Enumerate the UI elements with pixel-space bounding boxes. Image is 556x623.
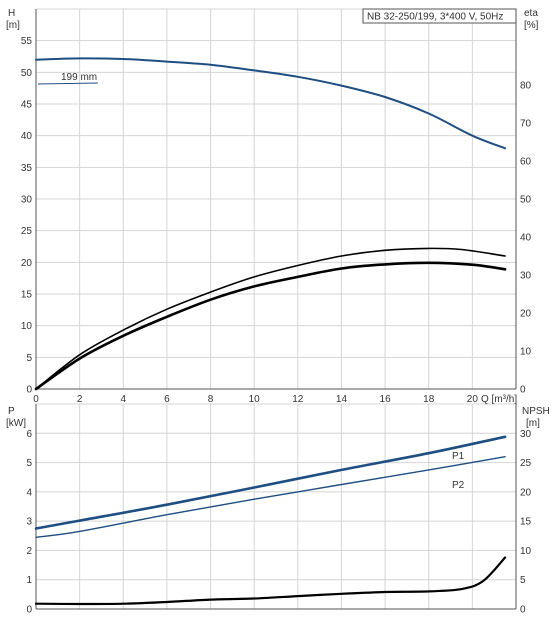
- y-right-tick-label: 10: [520, 546, 532, 557]
- y-left-tick-label: 6: [26, 429, 32, 440]
- y-right-tick-label: 0: [520, 605, 526, 616]
- chart-panel-2: [35, 403, 517, 610]
- x-tick-label: 0: [33, 394, 39, 405]
- y-right-axis-label: NPSH: [522, 406, 550, 417]
- y-left-tick-label: 0: [26, 385, 32, 396]
- x-tick-label: 18: [423, 394, 435, 405]
- x-tick-label: 20: [467, 394, 479, 405]
- x-tick-label: 10: [249, 394, 261, 405]
- y-left-tick-label: 2: [26, 546, 32, 557]
- series-label-199mm: 199 mm: [61, 72, 97, 83]
- y-right-tick-label: 40: [520, 233, 532, 244]
- y-right-tick-label: 70: [520, 119, 532, 130]
- y-right-axis-label: eta: [524, 8, 538, 19]
- y-right-tick-label: 20: [520, 487, 532, 498]
- x-tick-label: 2: [77, 394, 83, 405]
- title-box: [362, 8, 517, 24]
- y-left-tick-label: 45: [21, 100, 33, 111]
- y-left-tick-label: 40: [21, 131, 33, 142]
- efficiency-curve-lower: [34, 261, 507, 391]
- head-curve-199mm: [35, 57, 507, 150]
- y-left-axis-label: H: [8, 8, 15, 19]
- y-left-axis-label: P: [8, 406, 15, 417]
- series-label-leader: [37, 82, 99, 85]
- y-left-tick-label: 4: [26, 487, 32, 498]
- series-label-p1: P1: [452, 451, 465, 462]
- npsh-curve: [34, 556, 507, 606]
- y-left-tick-label: 35: [21, 163, 33, 174]
- y-right-tick-label: 20: [520, 309, 532, 320]
- y-left-tick-label: 0: [26, 605, 32, 616]
- x-tick-label: 14: [336, 394, 348, 405]
- y-left-axis-unit: [kW]: [6, 418, 26, 429]
- efficiency-curve-upper: [35, 247, 506, 390]
- y-left-tick-label: 55: [21, 36, 33, 47]
- y-right-tick-label: 5: [520, 575, 526, 586]
- y-left-tick-label: 20: [21, 258, 33, 269]
- y-left-axis-unit: [m]: [6, 20, 20, 31]
- chart-panel-1: [35, 8, 517, 390]
- y-right-axis-unit: [%]: [524, 20, 539, 31]
- x-tick-label: 8: [208, 394, 214, 405]
- y-right-tick-label: 25: [520, 458, 532, 469]
- y-right-tick-label: 0: [520, 385, 526, 396]
- x-tick-label: 4: [120, 394, 126, 405]
- plot-area: [36, 404, 516, 609]
- x-tick-label: 6: [164, 394, 170, 405]
- y-right-tick-label: 10: [520, 347, 532, 358]
- y-left-tick-label: 50: [21, 68, 33, 79]
- y-left-tick-label: 25: [21, 226, 33, 237]
- power-curve-p1: [34, 435, 507, 530]
- x-tick-label: 16: [380, 394, 392, 405]
- x-tick-label: 12: [292, 394, 304, 405]
- chart-title: NB 32-250/199, 3*400 V, 50Hz: [367, 12, 503, 23]
- y-left-tick-label: 10: [21, 321, 33, 332]
- y-right-tick-label: 30: [520, 429, 532, 440]
- y-left-tick-label: 3: [26, 517, 32, 528]
- y-right-tick-label: 15: [520, 517, 532, 528]
- y-right-axis-unit: [m]: [526, 418, 540, 429]
- y-left-tick-label: 1: [26, 575, 32, 586]
- y-left-tick-label: 15: [21, 290, 33, 301]
- y-right-tick-label: 30: [520, 271, 532, 282]
- y-left-tick-label: 30: [21, 195, 33, 206]
- x-axis-label: Q [m³/h]: [481, 394, 517, 405]
- y-right-tick-label: 50: [520, 195, 532, 206]
- y-right-tick-label: 80: [520, 81, 532, 92]
- y-right-tick-label: 60: [520, 157, 532, 168]
- power-curve-p2: [35, 456, 506, 538]
- y-left-tick-label: 5: [26, 353, 32, 364]
- series-label-p2: P2: [452, 480, 465, 491]
- y-left-tick-label: 5: [26, 458, 32, 469]
